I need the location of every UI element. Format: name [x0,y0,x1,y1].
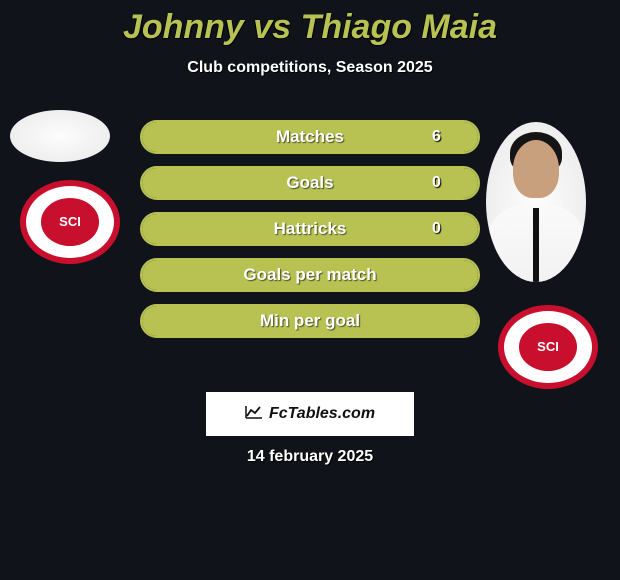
stat-row: Goals0 [140,166,480,200]
stat-label: Matches [142,122,478,152]
stat-row: Goals per match [140,258,480,292]
brand-footer: FcTables.com [206,392,414,436]
stats-container: Matches6Goals0Hattricks0Goals per matchM… [140,120,480,350]
comparison-title: Johnny vs Thiago Maia [0,0,620,47]
player-left-avatar [10,110,110,162]
chart-icon [245,405,263,424]
stat-row: Matches6 [140,120,480,154]
brand-name: FcTables.com [269,405,375,423]
stat-label: Goals per match [142,260,478,290]
stat-row: Hattricks0 [140,212,480,246]
comparison-date: 14 february 2025 [0,448,620,466]
stat-value-right: 6 [432,122,472,152]
comparison-subtitle: Club competitions, Season 2025 [0,59,620,77]
stat-value-right: 0 [432,214,472,244]
stat-row: Min per goal [140,304,480,338]
player-right-avatar [486,122,586,282]
stat-label: Hattricks [142,214,478,244]
stat-label: Min per goal [142,306,478,336]
club-badge-right: SCI [498,305,598,389]
stat-value-right: 0 [432,168,472,198]
club-badge-left: SCI [20,180,120,264]
stat-label: Goals [142,168,478,198]
